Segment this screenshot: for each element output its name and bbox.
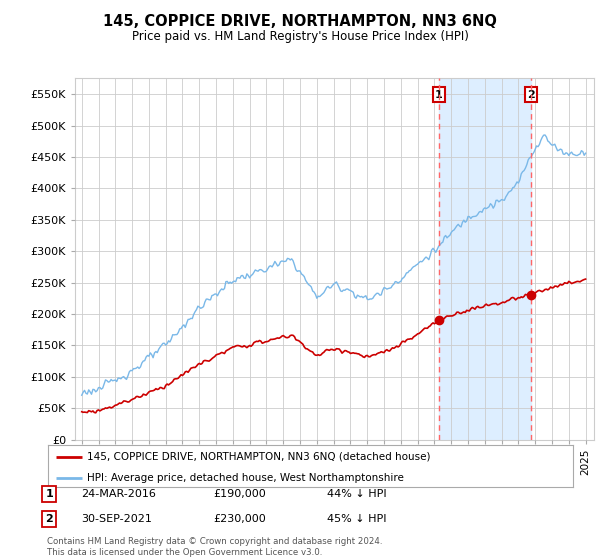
Text: HPI: Average price, detached house, West Northamptonshire: HPI: Average price, detached house, West… — [88, 473, 404, 483]
Text: 2: 2 — [46, 514, 53, 524]
Bar — [439, 78, 531, 440]
Text: £230,000: £230,000 — [213, 514, 266, 524]
Text: This data is licensed under the Open Government Licence v3.0.: This data is licensed under the Open Gov… — [47, 548, 322, 557]
Text: 2: 2 — [527, 90, 535, 100]
Text: 44% ↓ HPI: 44% ↓ HPI — [327, 489, 386, 499]
Text: 145, COPPICE DRIVE, NORTHAMPTON, NN3 6NQ: 145, COPPICE DRIVE, NORTHAMPTON, NN3 6NQ — [103, 14, 497, 29]
Text: £190,000: £190,000 — [213, 489, 266, 499]
Text: 30-SEP-2021: 30-SEP-2021 — [81, 514, 152, 524]
Text: Price paid vs. HM Land Registry's House Price Index (HPI): Price paid vs. HM Land Registry's House … — [131, 30, 469, 43]
Text: 1: 1 — [435, 90, 443, 100]
Text: 45% ↓ HPI: 45% ↓ HPI — [327, 514, 386, 524]
Text: 24-MAR-2016: 24-MAR-2016 — [81, 489, 156, 499]
Text: 145, COPPICE DRIVE, NORTHAMPTON, NN3 6NQ (detached house): 145, COPPICE DRIVE, NORTHAMPTON, NN3 6NQ… — [88, 451, 431, 461]
Text: Contains HM Land Registry data © Crown copyright and database right 2024.: Contains HM Land Registry data © Crown c… — [47, 537, 382, 546]
Text: 1: 1 — [46, 489, 53, 499]
